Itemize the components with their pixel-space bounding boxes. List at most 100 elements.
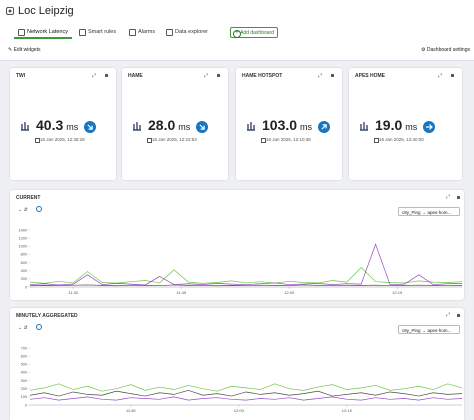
antenna-shape <box>360 122 368 131</box>
chart-title: MINUTELY AGGREGATED <box>16 313 78 319</box>
kpi-unit: ms <box>178 122 191 132</box>
expand-icon[interactable]: ⤢ <box>437 73 442 79</box>
kpi-card: HAME HOTSPOT ⤢ 103.0 ms 16 Jan 2025, 12:10:3… <box>236 68 342 180</box>
help-icon <box>36 324 42 330</box>
calendar-icon <box>374 138 379 143</box>
series-line <box>29 389 463 397</box>
series-line <box>29 284 463 287</box>
trend-arrow <box>199 124 205 130</box>
help-icon <box>36 206 42 212</box>
dashboard-settings-label: Dashboard settings <box>426 47 470 53</box>
y-tick-label: 300 <box>21 379 27 383</box>
kpi-unit: ms <box>300 122 313 132</box>
tab[interactable]: Alarms <box>138 29 156 35</box>
edit-widgets-label: Edit widgets <box>13 47 41 53</box>
kpi-card: HAME ⤢ 28.0 ms 16 Jan 2025, 12:23:53 <box>122 68 228 180</box>
kpi-value-row: 103.0 ms <box>262 117 312 135</box>
antenna-shape <box>247 122 255 131</box>
calendar-icon <box>261 138 266 143</box>
y-tick-label: 800 <box>21 253 27 257</box>
expand-icon[interactable]: ⤢ <box>445 312 450 318</box>
y-tick-label: 400 <box>21 269 27 273</box>
lock-icon <box>457 314 460 317</box>
lock-icon <box>457 196 460 199</box>
antenna-icon <box>247 122 255 131</box>
add-dashboard-button[interactable]: Add dashboard <box>230 27 278 38</box>
series-line <box>29 243 463 286</box>
trend-icon <box>318 121 330 133</box>
y-tick-label: 100 <box>21 395 27 399</box>
chart-tools[interactable]: ⌄ ⇵ <box>18 325 28 331</box>
kpi-date: 16 Jan 2025, 12:10:38 <box>266 137 311 142</box>
y-tick-label: 400 <box>21 371 27 375</box>
y-tick-label: 500 <box>21 363 27 367</box>
lock-icon <box>217 74 220 77</box>
x-tick-label: 12:15 <box>342 408 353 413</box>
antenna-icon <box>133 122 141 131</box>
y-tick-label: 700 <box>21 346 27 350</box>
trend-icon <box>423 121 435 133</box>
trend-icon <box>84 121 96 133</box>
tab[interactable]: Smart rules <box>88 29 117 35</box>
tab[interactable]: Data explorer <box>175 29 209 35</box>
kpi-unit: ms <box>66 122 79 132</box>
kpi-card: TWI ⤢ 40.3 ms 16 Jan 2025, 12:38:28 <box>10 68 116 180</box>
lock-icon <box>331 74 334 77</box>
x-tick-label: 12:15 <box>392 290 403 295</box>
x-tick-label: 11:45 <box>126 408 136 413</box>
antenna-icon <box>21 122 29 131</box>
tab[interactable]: Network Latency <box>27 29 68 35</box>
y-tick-label: 1400 <box>19 228 27 232</box>
chart: 0 100 200 300 400 500 600 700 11:45 12:00 12:15 <box>21 346 463 413</box>
y-tick-label: 1000 <box>19 245 27 249</box>
kpi-title: HAME HOTSPOT <box>242 73 283 79</box>
y-tick-label: 1200 <box>19 236 27 240</box>
trend-arrow <box>426 124 433 130</box>
antenna-shape <box>21 122 29 131</box>
y-tick-label: 0 <box>25 403 27 407</box>
expand-icon[interactable]: ⤢ <box>91 73 96 79</box>
chart: 0 200 400 600 800 1000 1200 1400 11:30 11:45 12:00… <box>19 228 463 295</box>
trend-arrow <box>321 124 327 130</box>
kpi-value: 40.3 <box>36 117 64 133</box>
kpi-card: APES HOME ⤢ 19.0 ms 16 Jan 2025, 12:40:00 <box>349 68 462 180</box>
add-dashboard-label: Add dashboard <box>240 30 274 36</box>
logo-icon <box>6 7 14 15</box>
x-tick-label: 11:45 <box>176 290 186 295</box>
dropdown-label: c8y_Ping → apes-hom... <box>402 210 452 215</box>
x-tick-label: 12:00 <box>284 290 295 295</box>
y-tick-label: 600 <box>21 354 27 358</box>
kpi-date: 16 Jan 2025, 12:38:28 <box>40 137 85 142</box>
kpi-title: TWI <box>16 73 26 79</box>
calendar-icon <box>147 138 152 143</box>
expand-icon[interactable]: ⤢ <box>203 73 208 79</box>
tab-icon <box>166 29 173 36</box>
series-line <box>29 266 463 284</box>
dropdown-label: c8y_Ping → apes-hom... <box>402 328 452 333</box>
lock-icon <box>105 74 108 77</box>
tab-icon <box>129 29 136 36</box>
page-title: Loc Leipzig <box>18 5 74 17</box>
trend-arrow <box>87 124 93 130</box>
trend-icon <box>196 121 208 133</box>
kpi-date: 16 Jan 2025, 12:40:00 <box>379 137 424 142</box>
expand-icon[interactable]: ⤢ <box>317 73 322 79</box>
chart-card: MINUTELY AGGREGATED ⤢ ⌄ ⇵ c8y_Ping → apes-h… <box>10 308 464 420</box>
expand-icon[interactable]: ⤢ <box>445 194 450 200</box>
dashboard-settings[interactable]: ⚙ Dashboard settings <box>421 47 470 53</box>
edit-widgets[interactable]: ✎ Edit widgets <box>8 47 41 53</box>
series-dropdown[interactable]: c8y_Ping → apes-hom... <box>398 207 460 216</box>
kpi-value: 19.0 <box>375 117 403 133</box>
lock-icon <box>451 74 454 77</box>
x-tick-label: 12:00 <box>234 408 245 413</box>
x-tick-label: 11:30 <box>68 290 78 295</box>
tab-icon <box>79 29 86 36</box>
chart-tools[interactable]: ⌄ ⇵ <box>18 207 28 213</box>
kpi-date: 16 Jan 2025, 12:23:53 <box>152 137 197 142</box>
calendar-icon <box>35 138 40 143</box>
y-tick-label: 200 <box>21 387 27 391</box>
kpi-value: 28.0 <box>148 117 176 133</box>
series-dropdown[interactable]: c8y_Ping → apes-hom... <box>398 325 460 334</box>
series-line <box>29 396 463 401</box>
